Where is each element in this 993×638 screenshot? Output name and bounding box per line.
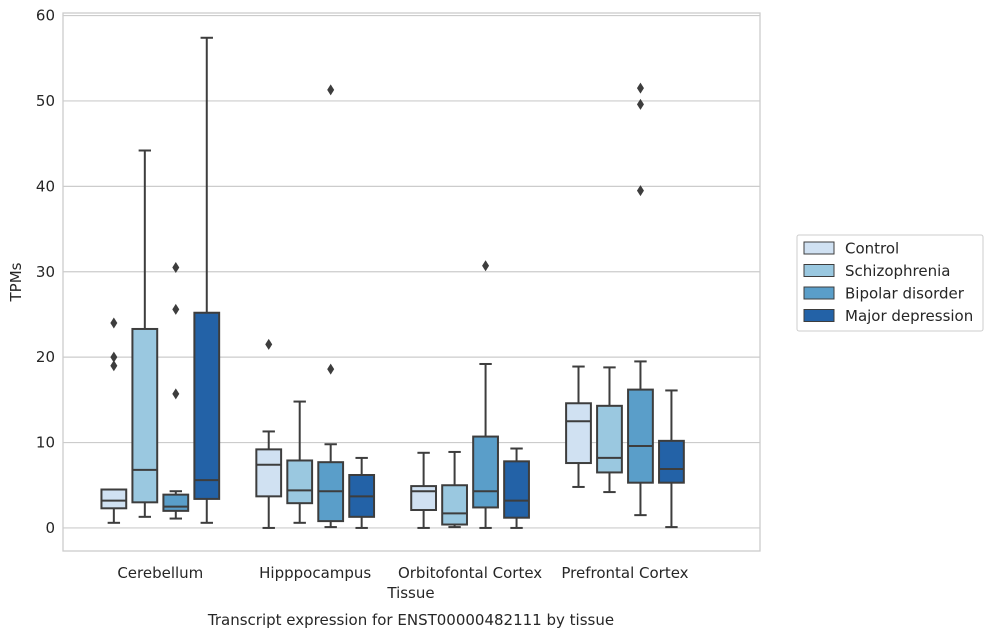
outlier-point-0 — [327, 84, 335, 96]
box-body — [100, 488, 128, 510]
box-body — [131, 327, 159, 504]
box-2-0 — [410, 451, 438, 529]
box-0-0 — [100, 317, 128, 524]
box-body — [503, 460, 530, 519]
x-tick-label-1: Hipppocampus — [259, 564, 371, 582]
x-tick-labels: Cerebellum Hipppocampus Orbitofontal Corte… — [117, 564, 688, 582]
box-0-1 — [131, 149, 159, 518]
plot-frame — [62, 12, 761, 552]
outlier-point-0 — [110, 317, 118, 329]
y-tick-label-4: 40 — [36, 177, 55, 195]
legend-label-3: Major depression — [845, 307, 973, 325]
box-3-3 — [658, 389, 685, 529]
box-0-3 — [193, 36, 221, 524]
x-tick-label-3: Prefrontal Cortex — [561, 564, 688, 582]
box-body — [255, 448, 283, 498]
plot-boxes — [100, 36, 685, 529]
box-body — [193, 311, 221, 500]
outlier-point-2 — [172, 388, 180, 400]
y-tick-labels: 0 10 20 30 40 50 60 — [36, 7, 55, 537]
outlier-point-1 — [327, 363, 335, 375]
x-axis-title: Tissue — [386, 584, 434, 602]
box-body — [565, 402, 592, 465]
box-1-3 — [348, 456, 376, 529]
box-2-3 — [503, 447, 530, 529]
outlier-point-2 — [110, 360, 118, 372]
outlier-point-0 — [172, 261, 180, 273]
outlier-point-0 — [482, 260, 490, 272]
box-body — [441, 484, 468, 526]
box-2-1 — [441, 450, 468, 529]
legend-swatch-0 — [803, 241, 835, 255]
box-body — [627, 388, 654, 484]
x-tick-label-2: Orbitofontal Cortex — [398, 564, 542, 582]
box-3-2 — [627, 82, 654, 517]
box-0-2 — [162, 261, 190, 520]
y-tick-label-5: 50 — [36, 92, 55, 110]
box-body — [596, 404, 623, 474]
box-2-2 — [472, 260, 499, 529]
box-3-0 — [565, 365, 592, 488]
outlier-point-0 — [636, 98, 644, 110]
outlier-point-1 — [636, 82, 644, 94]
box-body — [472, 435, 499, 509]
box-1-1 — [286, 400, 314, 524]
box-body — [658, 439, 685, 484]
x-tick-label-0: Cerebellum — [117, 564, 203, 582]
outlier-point-0 — [265, 338, 273, 350]
legend-swatch-3 — [803, 309, 835, 322]
outlier-point-2 — [636, 185, 644, 197]
y-tick-label-0: 0 — [45, 519, 55, 537]
box-1-2 — [317, 84, 345, 529]
y-tick-label-1: 10 — [36, 434, 55, 452]
y-tick-label-3: 30 — [36, 263, 55, 281]
outlier-point-1 — [172, 303, 180, 315]
legend-frame — [796, 234, 984, 332]
outlier-point-1 — [110, 351, 118, 363]
box-1-0 — [255, 338, 283, 529]
legend-label-0: Control — [845, 240, 899, 258]
legend: Control Schizophrenia Bipolar disorder Majo… — [796, 234, 984, 332]
box-body — [410, 485, 438, 512]
legend-swatch-2 — [803, 286, 835, 300]
y-tick-label-2: 20 — [36, 348, 55, 366]
y-axis-title: TPMs — [7, 262, 25, 302]
legend-swatch-1 — [803, 264, 835, 277]
legend-label-2: Bipolar disorder — [845, 285, 965, 303]
chart-caption: Transcript expression for ENST0000048211… — [207, 611, 614, 629]
box-body — [286, 459, 314, 505]
box-3-1 — [596, 366, 623, 494]
y-tick-label-6: 60 — [36, 7, 55, 25]
legend-label-1: Schizophrenia — [845, 262, 950, 280]
box-body — [162, 493, 190, 512]
grid-lines — [63, 14, 760, 529]
